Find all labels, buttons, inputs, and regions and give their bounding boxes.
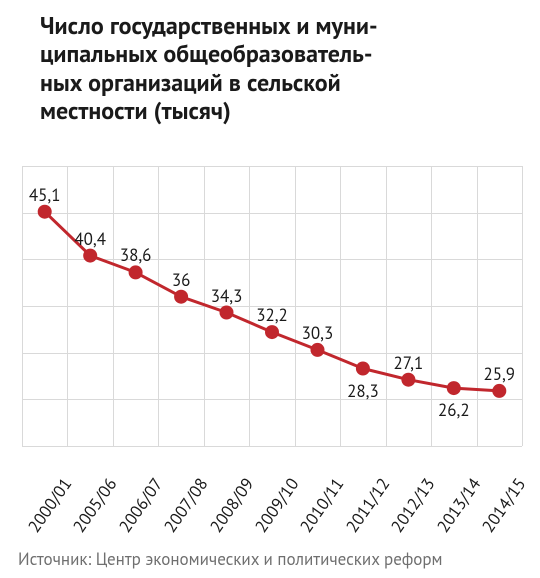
figure-root: { "title": { "text": "Число государствен…	[0, 0, 540, 578]
series-marker	[38, 205, 52, 219]
series-marker	[356, 362, 370, 376]
x-axis-label: 2010/11	[295, 474, 348, 537]
series-marker	[83, 249, 97, 263]
x-axis-label: 2005/06	[68, 474, 121, 537]
chart-source: Источник: Центр экономических и политиче…	[18, 548, 443, 570]
series-marker	[174, 290, 188, 304]
chart-title: Число государственных и муни-ципальных о…	[40, 12, 510, 125]
series-marker	[265, 325, 279, 339]
series-marker	[220, 306, 234, 320]
x-axis-label: 2014/15	[477, 474, 530, 537]
value-label: 27,1	[393, 352, 423, 374]
series-marker	[447, 381, 461, 395]
x-axis-label: 2011/12	[341, 474, 394, 537]
x-axis-label: 2013/14	[432, 474, 485, 537]
grid-line-vertical	[522, 166, 523, 446]
x-axis-label: 2012/13	[386, 474, 439, 537]
grid-line-horizontal	[22, 446, 522, 447]
value-label: 40,4	[74, 228, 106, 250]
value-label: 36	[172, 269, 191, 291]
chart-plot-area: 45,1 40,4 38,6 36 34,3 32,2 30,3 28,3 27,1 26,2 25…	[22, 166, 522, 446]
x-axis-label: 2007/08	[159, 474, 212, 537]
x-axis-label: 2000/01	[23, 474, 76, 537]
series-line	[45, 212, 500, 391]
x-axis-label: 2009/10	[250, 474, 303, 537]
value-label: 28,3	[347, 380, 379, 402]
series-marker	[311, 343, 325, 357]
series-marker	[129, 265, 143, 279]
value-label: 34,3	[211, 285, 243, 307]
value-label: 32,2	[256, 304, 288, 326]
series-marker	[401, 373, 415, 387]
value-label: 25,9	[483, 363, 515, 385]
x-axis-label: 2008/09	[205, 474, 258, 537]
value-label: 26,2	[438, 399, 470, 421]
series-marker	[492, 384, 506, 398]
value-label: 45,1	[29, 184, 61, 206]
x-axis-label: 2006/07	[114, 474, 167, 537]
value-label: 30,3	[302, 322, 334, 344]
value-label: 38,6	[120, 244, 152, 266]
